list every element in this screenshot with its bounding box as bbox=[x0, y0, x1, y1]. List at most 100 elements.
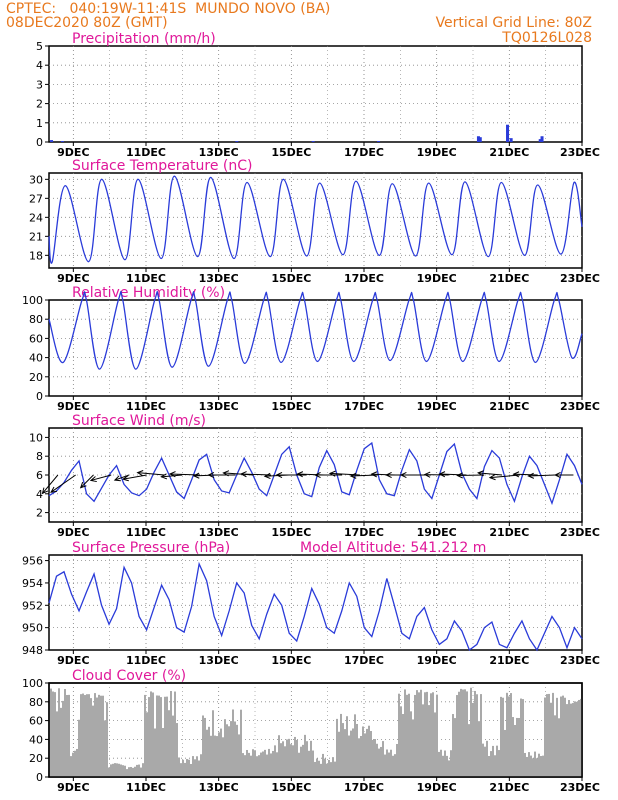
cloud-bar bbox=[130, 766, 132, 777]
cloud-bar bbox=[74, 750, 76, 777]
wind-arrow-shaft bbox=[161, 474, 183, 478]
wind-arrow-head bbox=[263, 472, 271, 480]
cloud-bar bbox=[216, 736, 218, 777]
cloud-bar bbox=[428, 705, 430, 777]
cloud-bar bbox=[190, 763, 192, 777]
cloud-bar bbox=[266, 754, 268, 777]
temperature-frame bbox=[48, 172, 583, 269]
cloud-bar bbox=[200, 754, 202, 777]
humidity-ytick-label: 0 bbox=[36, 390, 43, 403]
cloud-bar bbox=[450, 750, 452, 777]
cloud-bar bbox=[60, 707, 62, 777]
cloud-bar bbox=[552, 692, 554, 777]
cloud-bar bbox=[72, 752, 74, 777]
wind-arrow-head bbox=[438, 471, 446, 478]
wind-arrow-head bbox=[79, 481, 87, 489]
precipitation-ytick-label: 4 bbox=[36, 59, 43, 72]
precip-bar bbox=[476, 136, 480, 142]
cloud-bar bbox=[576, 701, 578, 777]
humidity-xtick-label: 15DEC bbox=[271, 400, 311, 413]
cloud-bar bbox=[462, 689, 464, 777]
header-station: CPTEC: 040:19W-11:41S MUNDO NOVO (BA) bbox=[6, 1, 331, 17]
temperature-xtick-label: 21DEC bbox=[489, 272, 529, 285]
wind-arrow-head bbox=[314, 471, 321, 479]
precip-bar bbox=[509, 138, 513, 142]
wind-ytick-label: 4 bbox=[36, 488, 43, 501]
cloud-bar bbox=[508, 696, 510, 777]
cloud-bar bbox=[322, 753, 324, 777]
cloud-bar bbox=[152, 692, 154, 777]
humidity-xtick-label: 21DEC bbox=[489, 400, 529, 413]
cloud-bar bbox=[296, 739, 298, 777]
wind-speed-line bbox=[48, 441, 583, 506]
cloud-bar bbox=[572, 703, 574, 777]
pressure-ytick-label: 952 bbox=[22, 599, 43, 612]
cloud-bar bbox=[88, 694, 90, 777]
wind-arrow-shaft bbox=[90, 474, 112, 481]
cloud-bar bbox=[96, 697, 98, 777]
wind-ytick-label: 10 bbox=[29, 431, 43, 444]
cloud-bar bbox=[62, 700, 64, 777]
cloud-bar bbox=[344, 729, 346, 777]
cloud-bar bbox=[516, 717, 518, 777]
cloud-bar bbox=[366, 728, 368, 777]
cloud-xtick-label: 21DEC bbox=[489, 781, 529, 794]
wind-arrow-head bbox=[370, 471, 378, 478]
cloud-bar bbox=[238, 734, 240, 777]
cloud-bar bbox=[300, 746, 302, 777]
cloud-bar bbox=[186, 759, 188, 777]
cloud-bar bbox=[506, 692, 508, 777]
cloud-bar bbox=[440, 749, 442, 777]
wind-arrow-head bbox=[349, 472, 357, 479]
cloud-bar bbox=[500, 696, 502, 777]
cloud-bar bbox=[140, 767, 142, 777]
humidity-ytick-label: 20 bbox=[29, 371, 43, 384]
temperature-ytick-label: 30 bbox=[29, 173, 43, 186]
cloud-bar bbox=[154, 728, 156, 777]
cloud-bar bbox=[320, 763, 322, 777]
precip-bar bbox=[540, 136, 544, 142]
cloud-bar bbox=[254, 750, 256, 777]
cloud-bar bbox=[218, 732, 220, 777]
precipitation-xtick-label: 15DEC bbox=[271, 146, 311, 159]
precipitation-ytick-label: 5 bbox=[36, 40, 43, 53]
precip-bar bbox=[235, 141, 239, 142]
cloud-bar bbox=[468, 724, 470, 777]
cloud-bar bbox=[372, 739, 374, 777]
cloud-bar bbox=[550, 702, 552, 777]
humidity-xtick-label: 23DEC bbox=[560, 400, 600, 413]
wind-arrow-shaft bbox=[50, 474, 76, 493]
cloud-bar bbox=[92, 705, 94, 777]
cloud-bar bbox=[108, 767, 110, 777]
cloud-bar bbox=[540, 756, 542, 777]
wind-arrow-shaft bbox=[329, 472, 360, 476]
cloud-bar bbox=[222, 737, 224, 777]
cloud-bar bbox=[384, 754, 386, 777]
cloud-bar bbox=[230, 721, 232, 777]
cloud-bar bbox=[94, 693, 96, 777]
cloud-bar bbox=[526, 756, 528, 777]
cloud-bar bbox=[510, 693, 512, 777]
cloud-bar bbox=[304, 734, 306, 777]
cloud-bar bbox=[522, 699, 524, 777]
wind-arrow-head bbox=[50, 486, 58, 493]
cloud-bar bbox=[564, 697, 566, 777]
humidity-xtick-label: 11DEC bbox=[126, 400, 166, 413]
cloud-bar bbox=[330, 762, 332, 777]
temperature-xtick-label: 23DEC bbox=[560, 272, 600, 285]
cloud-bar bbox=[272, 750, 274, 777]
precip-bar bbox=[50, 140, 54, 142]
wind-arrow-head bbox=[207, 471, 215, 479]
cloud-bar bbox=[258, 755, 260, 777]
cloud-bar bbox=[362, 726, 364, 777]
pressure-frame bbox=[48, 554, 583, 651]
cloud-bar bbox=[68, 694, 70, 777]
humidity-ytick-label: 40 bbox=[29, 352, 43, 365]
precip-bar bbox=[538, 139, 542, 142]
cloud-bar bbox=[518, 717, 520, 777]
cloud-bar bbox=[100, 695, 102, 777]
cloud-xtick-label: 11DEC bbox=[126, 781, 166, 794]
cloud-bar bbox=[416, 690, 418, 777]
cloud-bar bbox=[412, 719, 414, 777]
wind-arrow-head bbox=[296, 471, 304, 478]
